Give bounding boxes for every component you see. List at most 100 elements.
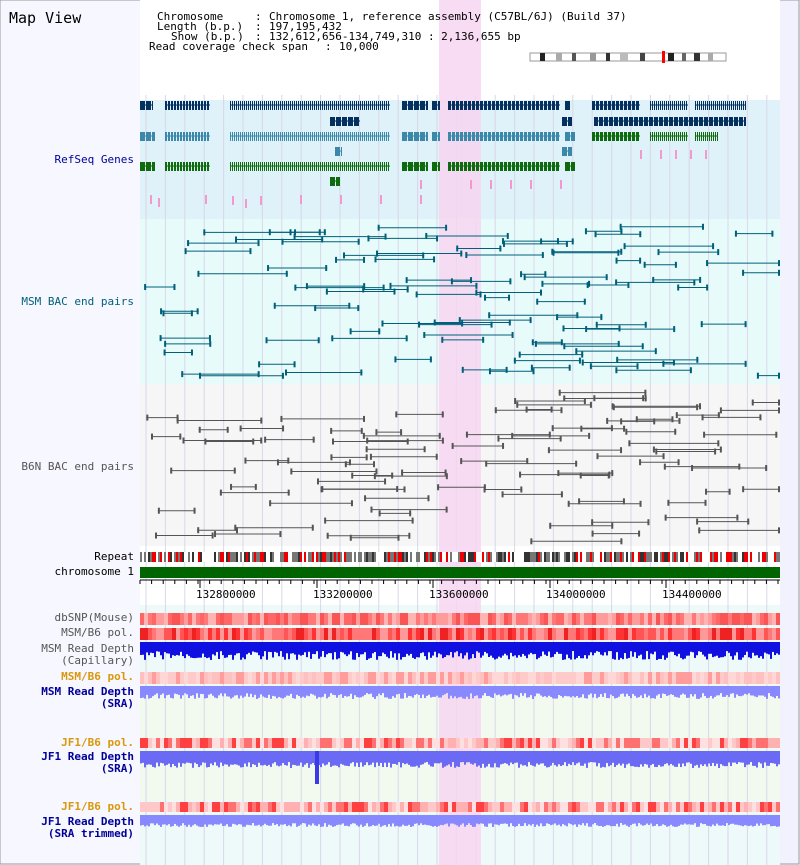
depth-bar [564, 815, 566, 826]
heat-cell [672, 802, 676, 812]
depth-bar [586, 642, 588, 659]
heat-cell [728, 802, 732, 812]
gene-exon [697, 132, 698, 141]
heat-cell [292, 672, 296, 684]
depth-bar [290, 642, 292, 654]
heat-cell [416, 628, 420, 640]
gene-exon [286, 132, 287, 141]
heat-cell [576, 613, 580, 625]
depth-bar [488, 642, 490, 658]
depth-bar [670, 642, 672, 652]
depth-bar [778, 751, 780, 765]
heat-cell [640, 628, 644, 640]
gene-exon [464, 101, 467, 110]
depth-bar [380, 686, 382, 696]
depth-bar [750, 686, 752, 696]
repeat-mark [712, 552, 714, 562]
heat-cell [192, 802, 196, 812]
depth-bar [334, 751, 336, 766]
depth-bar [188, 815, 190, 825]
gene-exon [324, 101, 325, 110]
ideogram-band [540, 53, 545, 61]
heat-cell [544, 738, 548, 748]
heat-cell [744, 613, 748, 625]
depth-bar [528, 751, 530, 763]
depth-bar [486, 686, 488, 696]
depth-bar [412, 751, 414, 767]
gene-exon [571, 132, 575, 141]
depth-bar [550, 751, 552, 766]
heat-cell [292, 802, 296, 812]
gene-exon [420, 162, 425, 171]
heat-cell [224, 802, 228, 812]
heat-cell [640, 738, 644, 748]
bac-end [400, 429, 403, 436]
depth-bar [326, 686, 328, 699]
depth-bar [454, 642, 456, 653]
gene-exon [332, 132, 333, 141]
heat-cell [744, 628, 748, 640]
depth-bar [220, 751, 222, 763]
heat-cell [176, 738, 180, 748]
depth-bar [198, 815, 200, 827]
heat-cell [428, 628, 432, 640]
heat-cell [256, 672, 260, 684]
heat-cell [332, 613, 336, 625]
bac-end [662, 453, 665, 460]
repeat-mark [550, 552, 552, 562]
depth-bar [520, 815, 522, 827]
bac-end [615, 367, 618, 374]
depth-bar [754, 642, 756, 656]
depth-bar [658, 751, 660, 765]
depth-bar [368, 815, 370, 827]
gene-exon [492, 132, 495, 141]
track-label-b6n-bac[interactable]: B6N BAC end pairs [21, 460, 134, 473]
depth-bar [282, 815, 284, 825]
heat-cell [584, 802, 588, 812]
heat-cell [332, 672, 336, 684]
depth-bar [450, 751, 452, 767]
bac-end [511, 432, 514, 439]
repeat-mark [632, 552, 634, 562]
heat-cell [348, 628, 352, 640]
depth-bar [436, 642, 438, 658]
bac-end [671, 416, 674, 423]
bac-end [369, 453, 372, 460]
gene-exon [448, 162, 451, 171]
gene-exon [186, 101, 188, 110]
heat-cell [180, 802, 184, 812]
heat-cell [712, 628, 716, 640]
heat-cell [564, 628, 568, 640]
heat-cell [644, 613, 648, 625]
track-label-refseq[interactable]: RefSeq Genes [54, 153, 134, 166]
gene-exon [612, 101, 615, 110]
heat-cell [212, 738, 216, 748]
track-label-msm-bac[interactable]: MSM BAC end pairs [21, 295, 134, 308]
depth-bar [214, 642, 216, 656]
bac-end [465, 252, 468, 259]
depth-bar [718, 642, 720, 658]
heat-cell [628, 628, 632, 640]
depth-bar [174, 686, 176, 694]
heat-cell [540, 738, 544, 748]
depth-bar [654, 686, 656, 699]
bac-end [701, 414, 704, 421]
gene-exon [660, 101, 661, 110]
bac-end [198, 426, 201, 433]
gene-exon [314, 132, 315, 141]
repeat-mark [454, 552, 456, 562]
bac-end [305, 283, 308, 290]
repeat-mark [560, 552, 562, 562]
depth-bar [750, 642, 752, 659]
heat-cell [404, 802, 408, 812]
depth-bar [710, 815, 712, 827]
heat-cell [744, 802, 748, 812]
gene-exon [340, 162, 341, 171]
repeat-mark [696, 552, 698, 562]
heat-cell [388, 628, 392, 640]
depth-bar [744, 686, 746, 694]
bac-end [162, 310, 165, 317]
depth-bar [376, 815, 378, 826]
depth-bar [724, 815, 726, 827]
